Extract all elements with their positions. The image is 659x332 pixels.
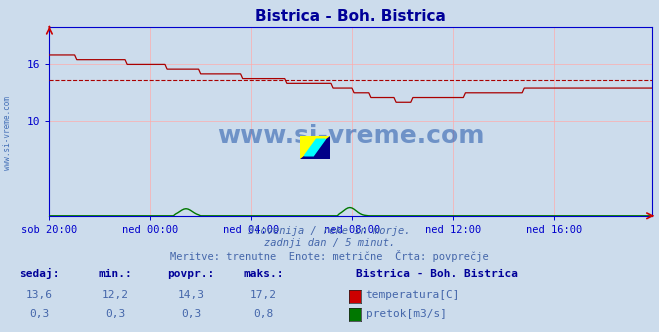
Text: 0,3: 0,3 — [105, 309, 125, 319]
Text: 0,3: 0,3 — [30, 309, 49, 319]
Text: 0,8: 0,8 — [254, 309, 273, 319]
Polygon shape — [304, 139, 326, 156]
Polygon shape — [300, 135, 330, 159]
Text: 13,6: 13,6 — [26, 290, 53, 300]
Text: Slovenija / reke in morje.: Slovenija / reke in morje. — [248, 226, 411, 236]
Text: maks.:: maks.: — [243, 269, 284, 279]
Text: 14,3: 14,3 — [178, 290, 204, 300]
Text: temperatura[C]: temperatura[C] — [366, 290, 460, 300]
Text: Meritve: trenutne  Enote: metrične  Črta: povprečje: Meritve: trenutne Enote: metrične Črta: … — [170, 250, 489, 262]
Text: www.si-vreme.com: www.si-vreme.com — [217, 124, 484, 148]
Text: 0,3: 0,3 — [181, 309, 201, 319]
Text: 12,2: 12,2 — [102, 290, 129, 300]
Text: sedaj:: sedaj: — [19, 268, 60, 279]
Title: Bistrica - Boh. Bistrica: Bistrica - Boh. Bistrica — [256, 9, 446, 24]
Text: pretok[m3/s]: pretok[m3/s] — [366, 309, 447, 319]
Text: min.:: min.: — [98, 269, 132, 279]
Text: zadnji dan / 5 minut.: zadnji dan / 5 minut. — [264, 238, 395, 248]
Text: 17,2: 17,2 — [250, 290, 277, 300]
Polygon shape — [300, 135, 330, 159]
Text: povpr.:: povpr.: — [167, 269, 215, 279]
Text: Bistrica - Boh. Bistrica: Bistrica - Boh. Bistrica — [356, 269, 518, 279]
Text: www.si-vreme.com: www.si-vreme.com — [3, 96, 13, 170]
